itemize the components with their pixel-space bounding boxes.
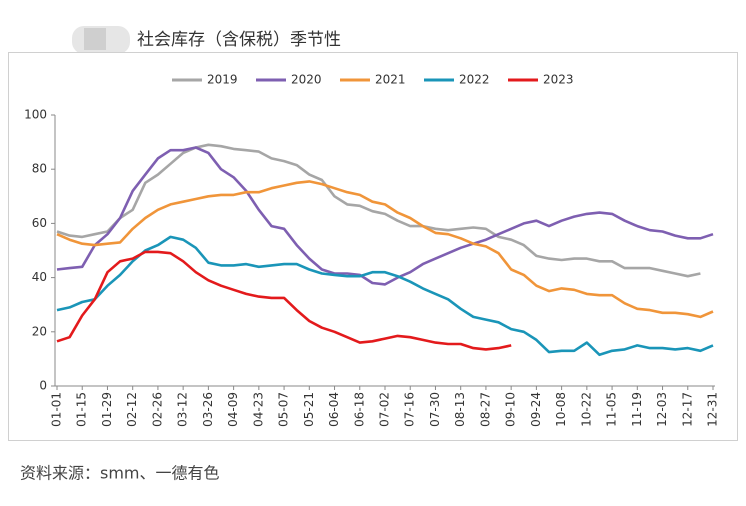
legend-label: 2023 xyxy=(543,73,574,87)
logo-mark xyxy=(84,28,106,50)
source-note: 资料来源：smm、一德有色 xyxy=(20,464,220,483)
series-line xyxy=(56,146,714,286)
series-line xyxy=(56,143,701,278)
legend-label: 2020 xyxy=(291,73,322,87)
x-tick-label: 05-07 xyxy=(277,392,291,427)
x-tick-label: 08-13 xyxy=(453,392,467,427)
y-tick-label: 100 xyxy=(24,108,47,122)
page-title: 社会库存（含保税）季节性 xyxy=(137,30,341,50)
y-tick-label: 20 xyxy=(32,324,47,338)
x-tick-label: 05-21 xyxy=(302,392,316,427)
y-tick-label: 0 xyxy=(39,379,47,393)
x-tick-label: 03-12 xyxy=(176,392,190,427)
x-tick-label: 09-24 xyxy=(529,392,543,427)
series-line xyxy=(56,235,714,357)
x-tick-label: 11-05 xyxy=(605,392,619,427)
x-tick-label: 03-26 xyxy=(201,392,215,427)
chart-frame xyxy=(8,52,738,441)
x-tick-label: 08-27 xyxy=(478,392,492,427)
y-tick-label: 60 xyxy=(32,216,47,230)
x-tick-label: 12-17 xyxy=(680,392,694,427)
x-tick-label: 07-30 xyxy=(428,392,442,427)
x-tick-label: 07-16 xyxy=(403,392,417,427)
x-tick-label: 11-19 xyxy=(630,392,644,427)
x-tick-label: 01-29 xyxy=(100,392,114,427)
chart: 0 20 40 60 80 100 01-01 01-15 01-29 02-12 02-26 03-… xyxy=(24,73,719,427)
x-tick-label: 12-31 xyxy=(706,392,720,427)
series-line xyxy=(56,180,714,319)
x-tick-label: 07-02 xyxy=(378,392,392,427)
legend-label: 2022 xyxy=(459,73,490,87)
x-tick-label: 10-22 xyxy=(579,392,593,427)
x-tick-label: 06-18 xyxy=(352,392,366,427)
x-tick-label: 09-10 xyxy=(504,392,518,427)
legend-label: 2021 xyxy=(375,73,406,87)
y-tick-label: 80 xyxy=(32,162,47,176)
series-line xyxy=(56,250,512,351)
x-tick-label: 12-03 xyxy=(655,392,669,427)
x-tick-label: 02-26 xyxy=(150,392,164,427)
legend-label: 2019 xyxy=(207,73,238,87)
x-tick-label: 06-04 xyxy=(327,392,341,427)
x-tick-label: 04-09 xyxy=(226,392,240,427)
x-tick-label: 04-23 xyxy=(251,392,265,427)
x-tick-label: 02-12 xyxy=(125,392,139,427)
x-tick-label: 01-01 xyxy=(50,392,64,427)
x-tick-label: 01-15 xyxy=(75,392,89,427)
x-tick-label: 10-08 xyxy=(554,392,568,427)
y-tick-label: 40 xyxy=(32,270,47,284)
